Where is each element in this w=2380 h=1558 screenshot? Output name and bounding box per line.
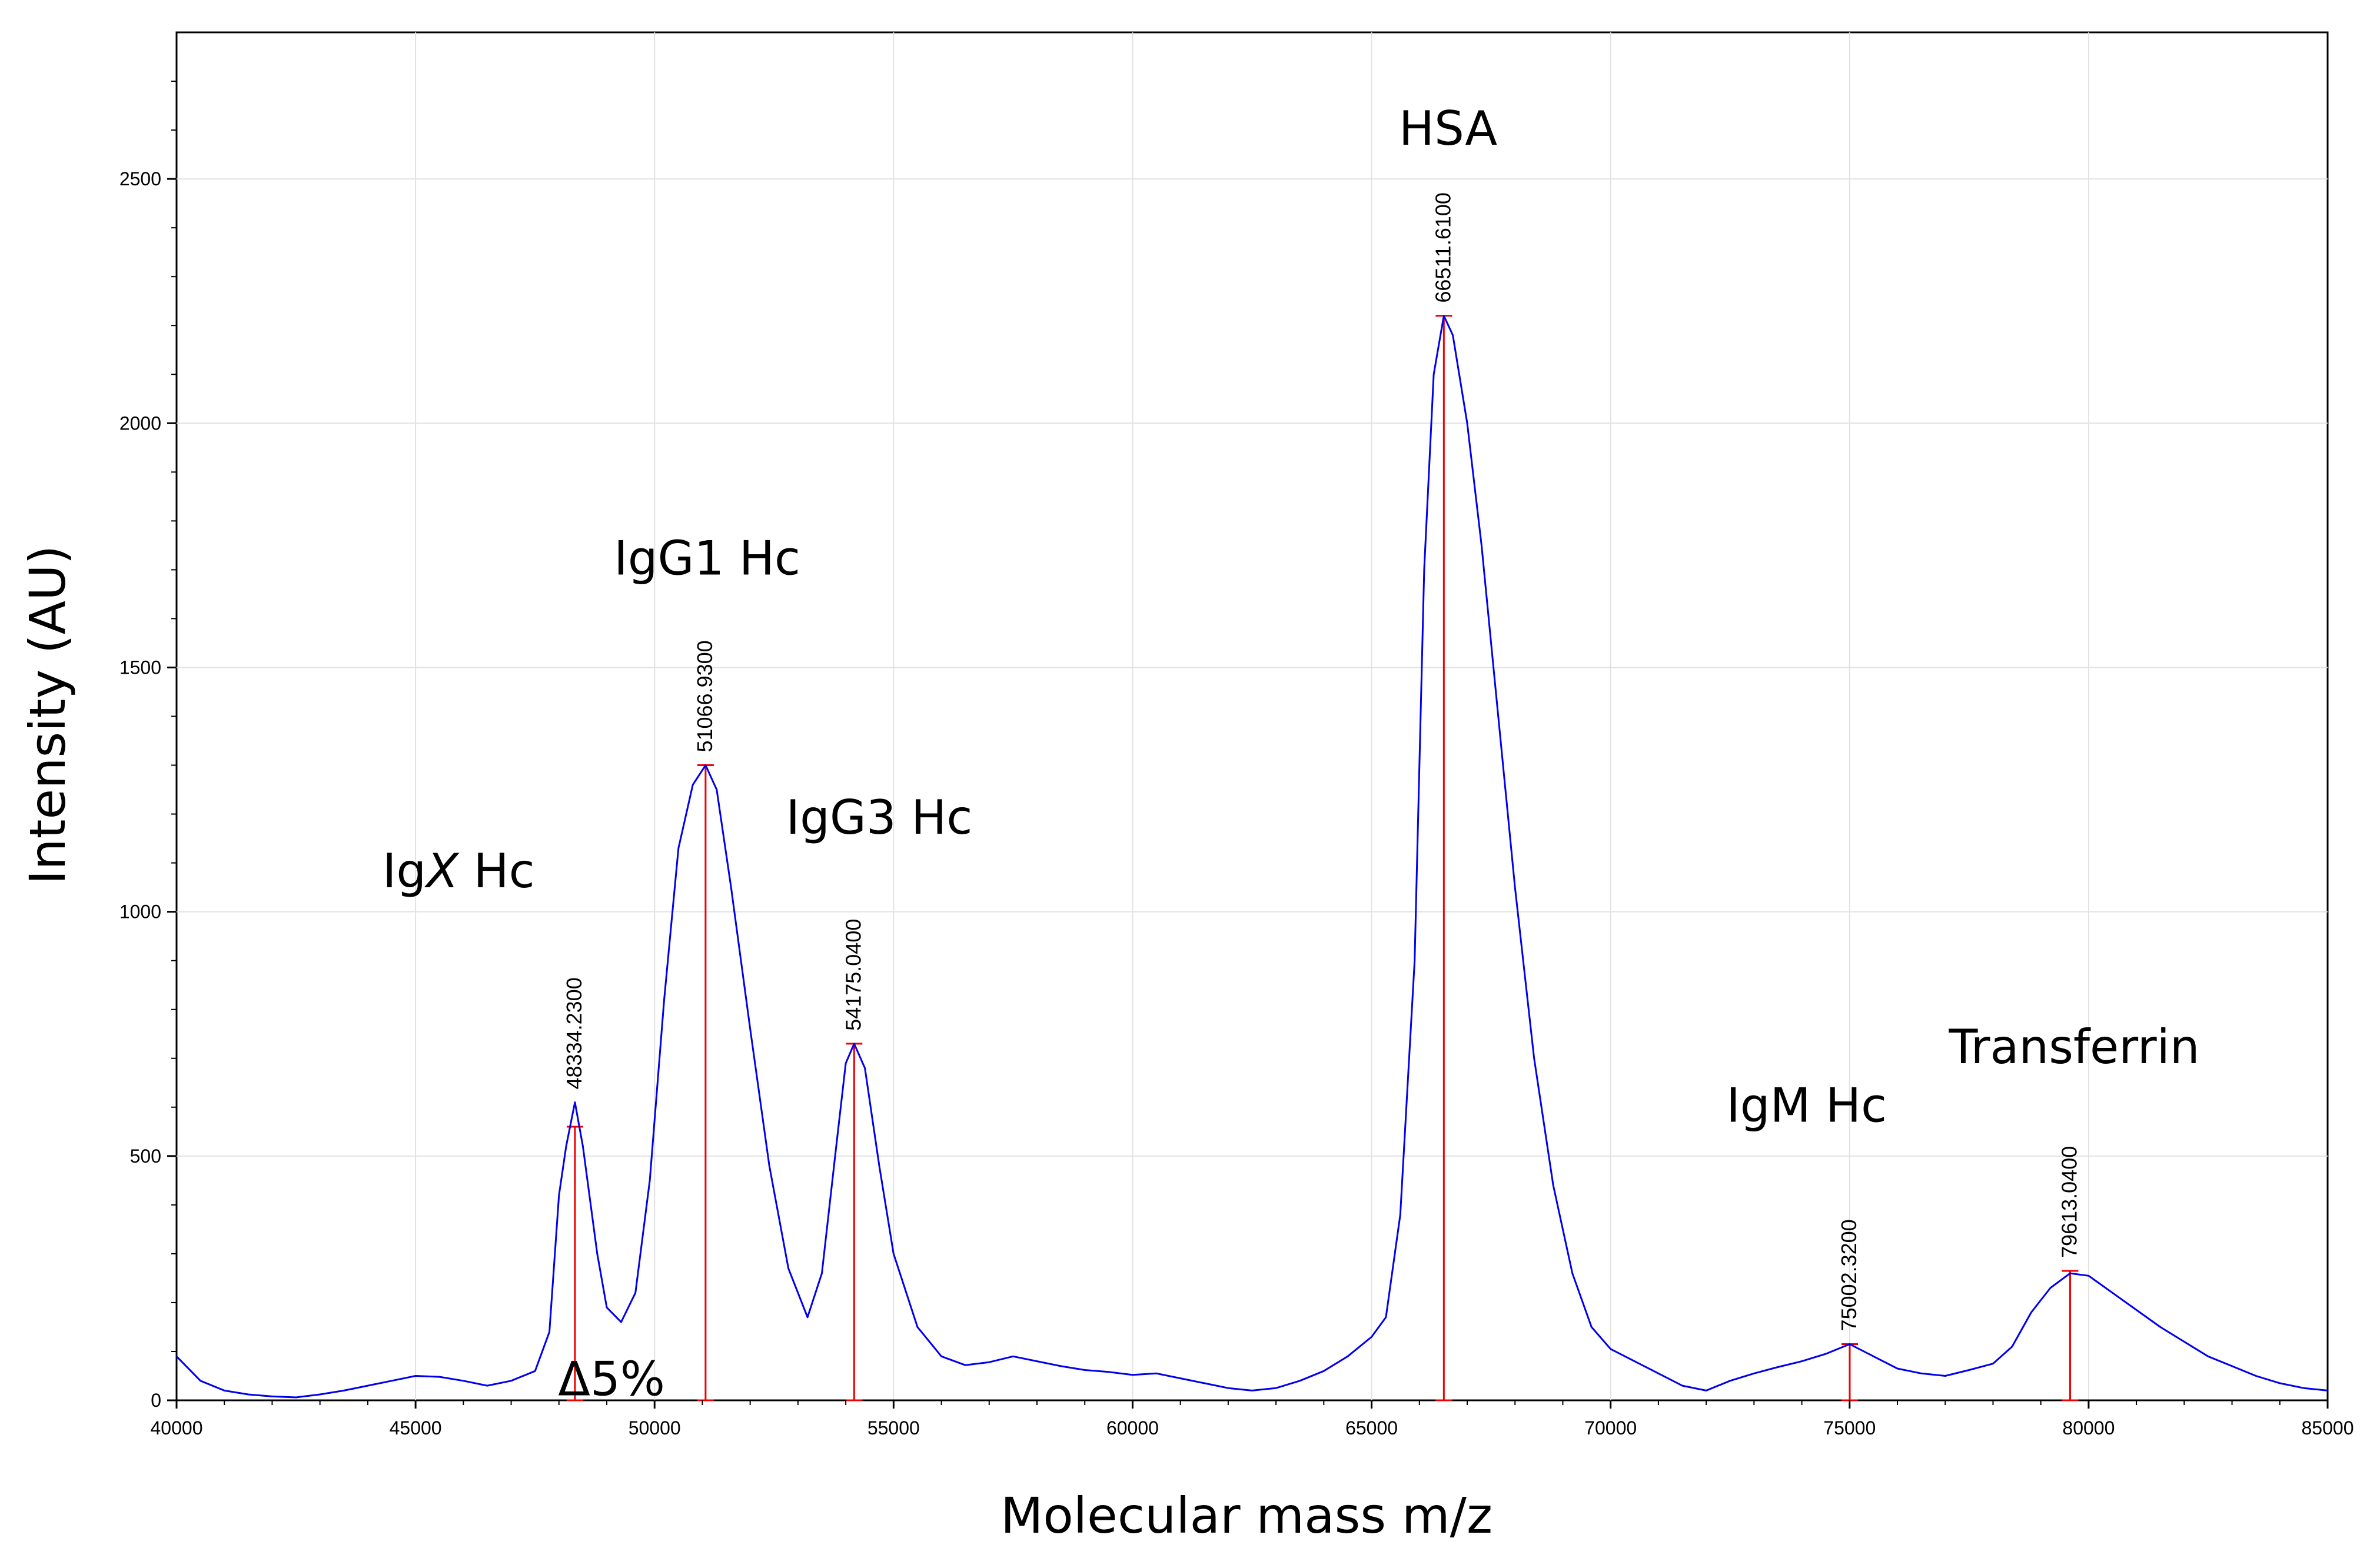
series-group: [175, 315, 2328, 1399]
y-tick-label: 1000: [119, 901, 161, 923]
y-tick-label: 2500: [119, 168, 161, 189]
peak-markers: 48334.2300 51066.9300 54175.0400 66511.6100…: [562, 192, 2081, 1401]
peak-mass-label: 75002.3200: [1837, 1219, 1861, 1331]
x-tick-label: 40000: [151, 1417, 203, 1439]
x-tick-label: 65000: [1345, 1417, 1398, 1439]
x-tick-label: 70000: [1584, 1417, 1637, 1439]
x-tick-label: 85000: [2302, 1417, 2354, 1439]
peak-mass-label: 51066.9300: [693, 640, 717, 752]
y-axis-ticks: 0 500 1000 1500 2000 2500: [119, 81, 177, 1411]
y-tick-label: 0: [151, 1390, 161, 1411]
plot-area: [175, 31, 2329, 1401]
y-tick-label: 500: [130, 1146, 161, 1167]
y-tick-label: 2000: [119, 412, 161, 434]
y-tick-label: 1500: [119, 657, 161, 678]
x-tick-label: 80000: [2062, 1417, 2115, 1439]
x-axis-title: Molecular mass m/z: [1000, 1487, 1493, 1544]
x-tick-label: 75000: [1823, 1417, 1876, 1439]
y-axis-title: Intensity (AU): [19, 545, 77, 885]
peak-annotation: IgG1 Hc: [614, 531, 800, 586]
peak-mass-label: 66511.6100: [1431, 192, 1455, 303]
x-axis-ticks: 40000 45000 50000 55000 60000 65000 70000 75000…: [151, 1400, 2354, 1439]
peak-annotation: HSA: [1399, 101, 1497, 156]
x-tick-label: 50000: [629, 1417, 681, 1439]
peak-annotation: Δ5%: [558, 1352, 665, 1407]
peak-annotation: Transferrin: [1948, 1020, 2199, 1074]
peak-mass-label: 48334.2300: [562, 977, 586, 1089]
x-tick-label: 45000: [390, 1417, 442, 1439]
peak-annotation: IgG3 Hc: [786, 790, 973, 845]
x-tick-label: 60000: [1106, 1417, 1159, 1439]
series-line: [175, 315, 2328, 1399]
peak-annotation: IgM Hc: [1726, 1078, 1887, 1133]
grid: [177, 32, 2328, 1400]
x-tick-label: 55000: [867, 1417, 920, 1439]
peak-mass-label: 79613.0400: [2057, 1146, 2081, 1258]
peak-annotation: IgX Hc: [383, 844, 535, 898]
peak-mass-label: 54175.0400: [841, 919, 865, 1031]
peak-annotations: IgX Hc IgG1 Hc IgG3 Hc HSA IgM Hc Transferrin…: [383, 101, 2200, 1407]
